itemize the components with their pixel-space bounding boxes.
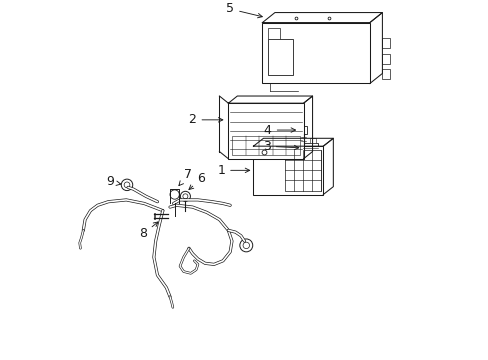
Bar [153,213,155,219]
Text: 4: 4 [264,123,295,136]
Circle shape [170,190,179,199]
Text: 8: 8 [139,222,158,240]
Bar [310,138,316,143]
Bar [303,143,318,153]
Bar [382,69,389,80]
Bar [231,136,300,155]
Bar [262,23,369,84]
Circle shape [180,191,190,201]
Text: 2: 2 [188,113,223,126]
Bar [228,103,303,159]
Bar [253,146,323,194]
Text: 6: 6 [188,172,205,189]
Text: 5: 5 [226,3,262,18]
Circle shape [239,239,252,252]
Bar [285,149,321,191]
Circle shape [121,179,132,190]
Bar [267,28,280,39]
Bar [267,39,292,75]
Text: 9: 9 [106,175,121,189]
Bar [382,54,389,64]
Circle shape [124,182,130,188]
Circle shape [243,242,249,249]
Bar [300,126,306,134]
Bar [382,38,389,48]
Text: 1: 1 [217,164,249,177]
Text: 3: 3 [262,140,298,153]
Text: 7: 7 [179,168,192,185]
Circle shape [183,194,187,199]
